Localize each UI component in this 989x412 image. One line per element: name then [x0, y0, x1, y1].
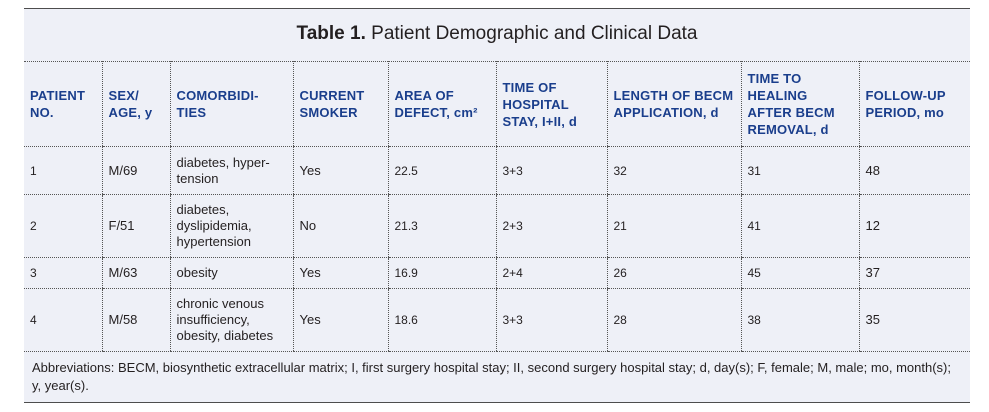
cell-sex-age: M/69: [101, 146, 170, 195]
cell-hospital-stay: 3+3: [495, 288, 607, 352]
cell-becm-application: 21: [606, 194, 741, 258]
col-header-comorbidities: COMORBIDI-TIES: [169, 61, 293, 147]
cell-becm-application: 28: [606, 288, 741, 352]
cell-becm-application: 32: [606, 146, 741, 195]
table-panel: Table 1. Patient Demographic and Clinica…: [24, 8, 970, 403]
col-header-becm-application: LENGTH OF BECM APPLICATION, d: [606, 61, 741, 147]
patient-data-table: PATIENT NO. SEX/ AGE, y COMORBIDI-TIES C…: [24, 61, 970, 352]
cell-hospital-stay: 2+4: [495, 257, 607, 289]
cell-time-to-healing: 38: [740, 288, 859, 352]
cell-sex-age: M/58: [101, 288, 170, 352]
cell-comorbidities: diabetes, dyslipidemia, hypertension: [169, 194, 293, 258]
cell-follow-up: 48: [858, 146, 970, 195]
cell-current-smoker: Yes: [292, 146, 388, 195]
cell-follow-up: 37: [858, 257, 970, 289]
cell-time-to-healing: 31: [740, 146, 859, 195]
cell-patient-no: 1: [24, 146, 102, 195]
abbreviations-note: Abbreviations: BECM, biosynthetic extrac…: [32, 360, 952, 393]
cell-patient-no: 4: [24, 288, 102, 352]
cell-area-of-defect: 16.9: [387, 257, 496, 289]
cell-comorbidities: diabetes, hyper-tension: [169, 146, 293, 195]
table-title: Table 1. Patient Demographic and Clinica…: [24, 23, 970, 45]
col-header-hospital-stay: TIME OF HOSPITAL STAY, I+II, d: [495, 61, 607, 147]
table-number: Table 1.: [296, 23, 366, 44]
col-header-patient-no: PATIENT NO.: [24, 61, 102, 147]
cell-area-of-defect: 18.6: [387, 288, 496, 352]
cell-follow-up: 12: [858, 194, 970, 258]
table-caption: Patient Demographic and Clinical Data: [371, 23, 698, 44]
cell-hospital-stay: 2+3: [495, 194, 607, 258]
cell-area-of-defect: 21.3: [387, 194, 496, 258]
header-row: PATIENT NO. SEX/ AGE, y COMORBIDI-TIES C…: [24, 61, 970, 147]
cell-hospital-stay: 3+3: [495, 146, 607, 195]
cell-sex-age: M/63: [101, 257, 170, 289]
table-row: 2 F/51 diabetes, dyslipidemia, hypertens…: [24, 194, 970, 258]
cell-patient-no: 2: [24, 194, 102, 258]
cell-sex-age: F/51: [101, 194, 170, 258]
col-header-sex-age: SEX/ AGE, y: [101, 61, 170, 147]
col-header-follow-up: FOLLOW-UP PERIOD, mo: [858, 61, 970, 147]
col-header-area-of-defect: AREA OF DEFECT, cm²: [387, 61, 496, 147]
cell-time-to-healing: 41: [740, 194, 859, 258]
cell-becm-application: 26: [606, 257, 741, 289]
table-row: 3 M/63 obesity Yes 16.9 2+4 26 45 37: [24, 257, 970, 289]
table-row: 4 M/58 chronic venous insufficiency, obe…: [24, 288, 970, 352]
cell-current-smoker: Yes: [292, 288, 388, 352]
cell-current-smoker: Yes: [292, 257, 388, 289]
table-row: 1 M/69 diabetes, hyper-tension Yes 22.5 …: [24, 146, 970, 195]
col-header-time-to-healing: TIME TO HEALING AFTER BECM REMOVAL, d: [740, 61, 859, 147]
col-header-current-smoker: CURRENT SMOKER: [292, 61, 388, 147]
cell-time-to-healing: 45: [740, 257, 859, 289]
cell-area-of-defect: 22.5: [387, 146, 496, 195]
cell-comorbidities: chronic venous insufficiency, obesity, d…: [169, 288, 293, 352]
cell-comorbidities: obesity: [169, 257, 293, 289]
cell-current-smoker: No: [292, 194, 388, 258]
cell-follow-up: 35: [858, 288, 970, 352]
cell-patient-no: 3: [24, 257, 102, 289]
